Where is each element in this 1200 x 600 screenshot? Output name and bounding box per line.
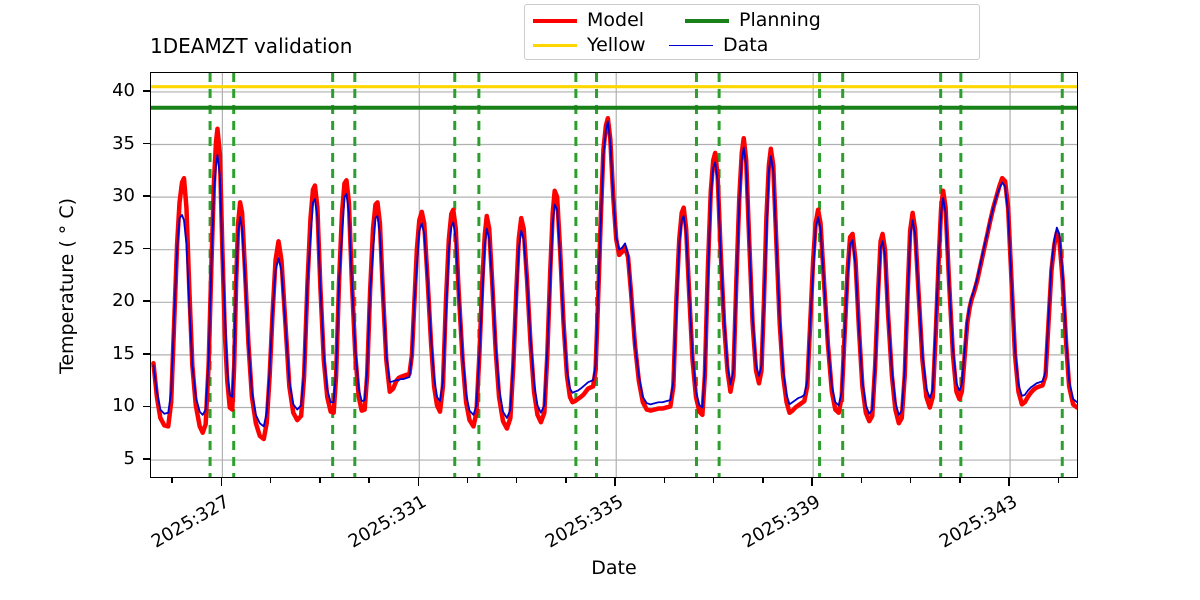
legend-swatch-data bbox=[669, 45, 713, 46]
y-tick-mark bbox=[143, 247, 150, 250]
y-tick-label: 35 bbox=[112, 132, 135, 154]
legend-swatch-yellow bbox=[533, 44, 577, 47]
x-tick-minor bbox=[909, 478, 912, 483]
x-tick-minor bbox=[1057, 478, 1059, 483]
plot-canvas bbox=[151, 73, 1077, 477]
legend-swatch-model bbox=[533, 18, 577, 23]
x-tick-minor bbox=[860, 478, 863, 483]
y-tick-mark bbox=[143, 458, 150, 460]
x-tick-major bbox=[1008, 478, 1010, 486]
y-tick-mark bbox=[143, 195, 150, 197]
legend-label-planning: Planning bbox=[739, 9, 821, 31]
y-tick-mark bbox=[143, 90, 150, 92]
x-tick-minor bbox=[565, 478, 567, 483]
y-tick-mark bbox=[143, 405, 150, 408]
y-tick-label: 10 bbox=[112, 395, 135, 417]
legend-entry-planning: Planning bbox=[685, 8, 837, 33]
y-tick-label: 20 bbox=[112, 290, 135, 312]
legend-entry-yellow: Yellow bbox=[533, 33, 669, 58]
y-tick-label: 5 bbox=[123, 448, 135, 470]
y-tick-mark bbox=[143, 353, 150, 355]
x-tick-minor bbox=[762, 478, 764, 483]
legend-entry-data: Data bbox=[669, 33, 821, 58]
x-tick-minor bbox=[959, 478, 961, 483]
x-tick-minor bbox=[663, 478, 666, 483]
x-axis-label: Date bbox=[591, 557, 637, 579]
y-tick-mark bbox=[143, 300, 150, 303]
x-tick-major bbox=[417, 478, 420, 486]
chart-title: 1DEAMZT validation bbox=[150, 34, 353, 58]
y-tick-label: 40 bbox=[112, 79, 135, 101]
legend-label-model: Model bbox=[587, 9, 645, 31]
x-tick-major bbox=[811, 478, 813, 486]
y-tick-mark bbox=[143, 142, 150, 145]
comm-vlines bbox=[208, 73, 1064, 477]
legend-label-yellow: Yellow bbox=[587, 34, 646, 56]
x-tick-minor bbox=[712, 478, 715, 483]
x-tick-minor bbox=[368, 478, 370, 483]
limit-hlines bbox=[151, 85, 1077, 110]
y-tick-label: 30 bbox=[112, 185, 135, 207]
plot-area bbox=[150, 72, 1078, 478]
x-tick-minor bbox=[466, 478, 469, 483]
x-tick-minor bbox=[319, 478, 321, 483]
x-tick-minor bbox=[269, 478, 272, 483]
x-tick-minor bbox=[516, 478, 518, 483]
y-tick-label: 15 bbox=[112, 342, 135, 364]
data-series bbox=[151, 115, 1077, 442]
legend-entry-model: Model bbox=[533, 8, 685, 33]
legend-swatch-planning bbox=[685, 18, 729, 23]
y-tick-label: 25 bbox=[112, 237, 135, 259]
x-tick-minor bbox=[171, 478, 173, 483]
legend-label-data: Data bbox=[723, 34, 769, 56]
chart-legend: Model Planning Yellow Data bbox=[524, 4, 980, 60]
x-tick-major bbox=[614, 478, 617, 486]
x-tick-major bbox=[220, 478, 223, 486]
